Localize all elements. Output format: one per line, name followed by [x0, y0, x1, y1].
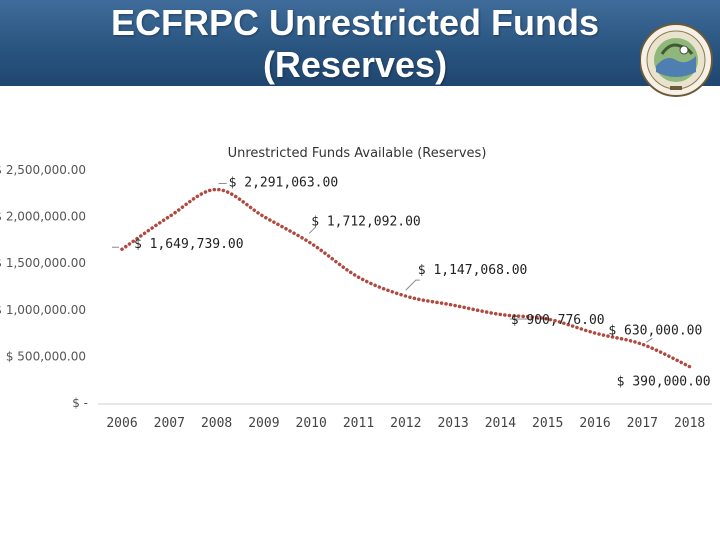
x-tick-label: 2009 — [248, 416, 279, 431]
data-label-leader — [646, 337, 653, 343]
page-title-line-2: (Reserves) — [262, 44, 448, 85]
reserves-line-chart: Unrestricted Funds Available (Reserves) … — [0, 146, 712, 431]
x-tick-label: 2011 — [343, 416, 374, 431]
x-tick-label: 2016 — [579, 416, 610, 431]
y-tick-label: $ 1,500,000.00 — [0, 256, 86, 270]
data-label: $ 2,291,063.00 — [229, 175, 339, 190]
data-label: $ 630,000.00 — [608, 323, 702, 338]
page-title: ECFRPC Unrestricted Funds (Reserves) — [40, 2, 670, 86]
y-tick-label: $ - — [72, 396, 88, 410]
y-tick-label: $ 2,000,000.00 — [0, 210, 86, 224]
x-tick-label: 2013 — [437, 416, 468, 431]
y-tick-label: $ 500,000.00 — [6, 349, 86, 363]
y-tick-label: $ 2,500,000.00 — [0, 163, 86, 177]
data-label-leader — [308, 227, 316, 234]
ecfrpc-seal-icon — [640, 23, 713, 97]
page-title-line-1: ECFRPC Unrestricted Funds — [110, 2, 600, 43]
x-tick-label: 2014 — [485, 416, 516, 431]
x-tick-label: 2006 — [106, 416, 137, 431]
data-label: $ 1,147,068.00 — [418, 263, 528, 278]
series-line — [120, 187, 692, 369]
chart-title: Unrestricted Funds Available (Reserves) — [228, 146, 487, 161]
x-tick-label: 2012 — [390, 416, 421, 431]
x-tick-label: 2018 — [674, 416, 705, 431]
x-axis: 2006 2007 2008 2009 2010 2011 2012 2013 2014 2015… — [106, 416, 705, 431]
x-tick-label: 2007 — [154, 416, 185, 431]
data-label: $ 1,712,092.00 — [311, 214, 421, 229]
data-labels: $ 1,649,739.00 $ 2,291,063.00 $ 1,712,092.… — [134, 175, 711, 389]
data-label: $ 900,776.00 — [511, 313, 605, 328]
x-tick-label: 2010 — [296, 416, 327, 431]
data-label-leader — [405, 279, 420, 291]
y-tick-label: $ 1,000,000.00 — [0, 303, 86, 317]
data-label-leaders — [112, 182, 653, 343]
data-label: $ 390,000.00 — [617, 375, 711, 390]
x-tick-label: 2017 — [627, 416, 658, 431]
title-banner: ECFRPC Unrestricted Funds (Reserves) — [0, 0, 720, 86]
data-label: $ 1,649,739.00 — [134, 237, 244, 252]
x-tick-label: 2008 — [201, 416, 232, 431]
x-tick-label: 2015 — [532, 416, 563, 431]
y-axis: $ - $ 500,000.00 $ 1,000,000.00 $ 1,500,000… — [0, 163, 88, 410]
